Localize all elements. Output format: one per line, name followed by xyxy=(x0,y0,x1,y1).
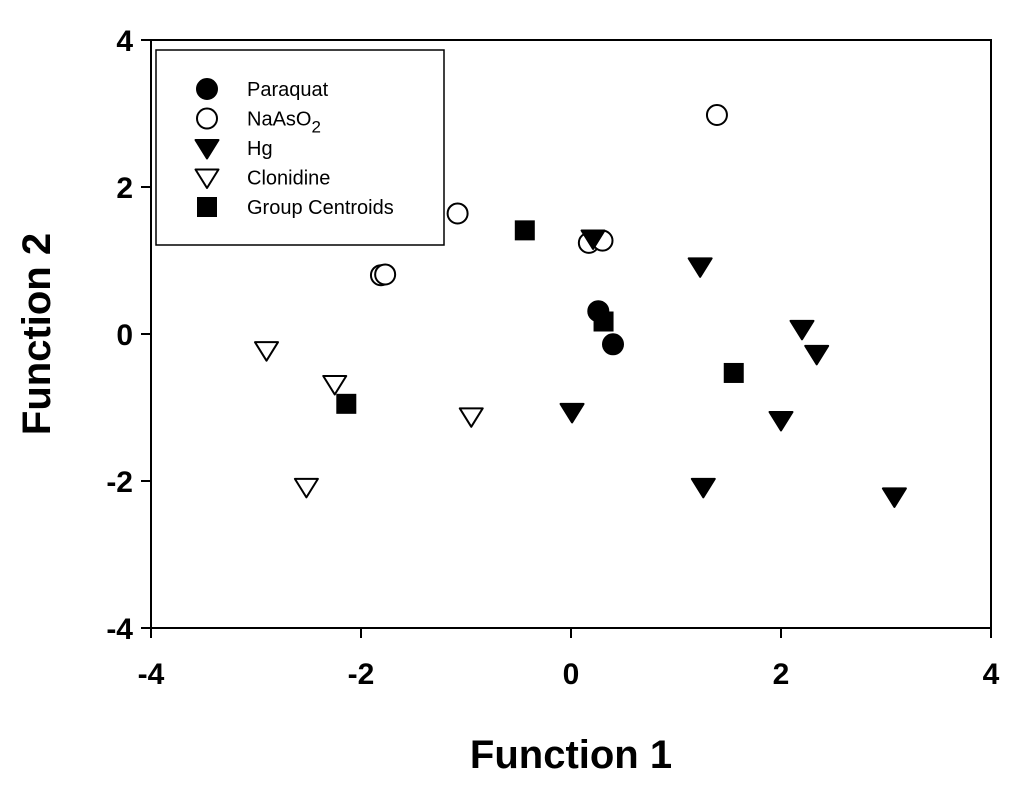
legend-marker xyxy=(197,197,217,217)
y-tick-label: -4 xyxy=(106,613,133,646)
naaso2-point xyxy=(446,202,469,225)
y-tick-label: 0 xyxy=(116,319,133,352)
legend-label: Paraquat xyxy=(247,79,329,101)
naaso2-point xyxy=(374,263,397,286)
hg-point xyxy=(768,410,794,432)
legend-label: NaAsO2 xyxy=(247,109,321,137)
clonidine-point xyxy=(254,341,279,362)
hg-point xyxy=(687,257,713,278)
legend-label: Group Centroids xyxy=(247,197,394,219)
hg-point xyxy=(690,477,716,499)
x-axis-title: Function 1 xyxy=(470,733,672,777)
legend-label-text: Paraquat xyxy=(247,79,329,101)
legend-label-text: NaAsO xyxy=(247,109,311,131)
legend-marker xyxy=(196,107,218,130)
x-tick-label: -2 xyxy=(348,658,375,691)
ticks-layer: -4 -2 0 2 4 4 2 0 -2 -4 xyxy=(106,25,999,691)
centroid-point xyxy=(336,393,357,414)
hg-point xyxy=(559,402,585,424)
x-tick-label: 0 xyxy=(563,658,580,691)
legend-label-text: Clonidine xyxy=(247,168,330,190)
hg-point xyxy=(804,344,830,366)
hg-point xyxy=(580,229,606,250)
legend-label-text: Group Centroids xyxy=(247,197,394,219)
legend-label-subscript: 2 xyxy=(311,118,320,137)
naaso2-point xyxy=(705,103,728,126)
legend-marker xyxy=(196,78,218,100)
points-layer xyxy=(254,103,907,508)
clonidine-point xyxy=(293,477,319,499)
legend-label: Hg xyxy=(247,138,273,160)
y-axis-title: Function 2 xyxy=(15,233,59,435)
x-tick-label: 4 xyxy=(983,658,1000,691)
x-tick-label: -4 xyxy=(138,658,165,691)
y-tick-label: -2 xyxy=(106,466,133,499)
y-tick-label: 2 xyxy=(116,172,133,205)
y-tick-label: 4 xyxy=(116,25,133,58)
clonidine-point xyxy=(322,374,348,396)
legend-label: Clonidine xyxy=(247,168,330,190)
x-tick-label: 2 xyxy=(773,658,790,691)
centroid-point xyxy=(723,362,744,383)
centroid-point xyxy=(593,311,614,332)
clonidine-point xyxy=(458,407,484,428)
hg-point xyxy=(881,487,907,508)
hg-point xyxy=(789,319,815,341)
centroid-point xyxy=(514,220,535,241)
legend-marker xyxy=(194,168,220,189)
paraquat-point xyxy=(602,333,624,356)
legend-marker xyxy=(194,139,220,160)
legend-label-text: Hg xyxy=(247,138,273,160)
